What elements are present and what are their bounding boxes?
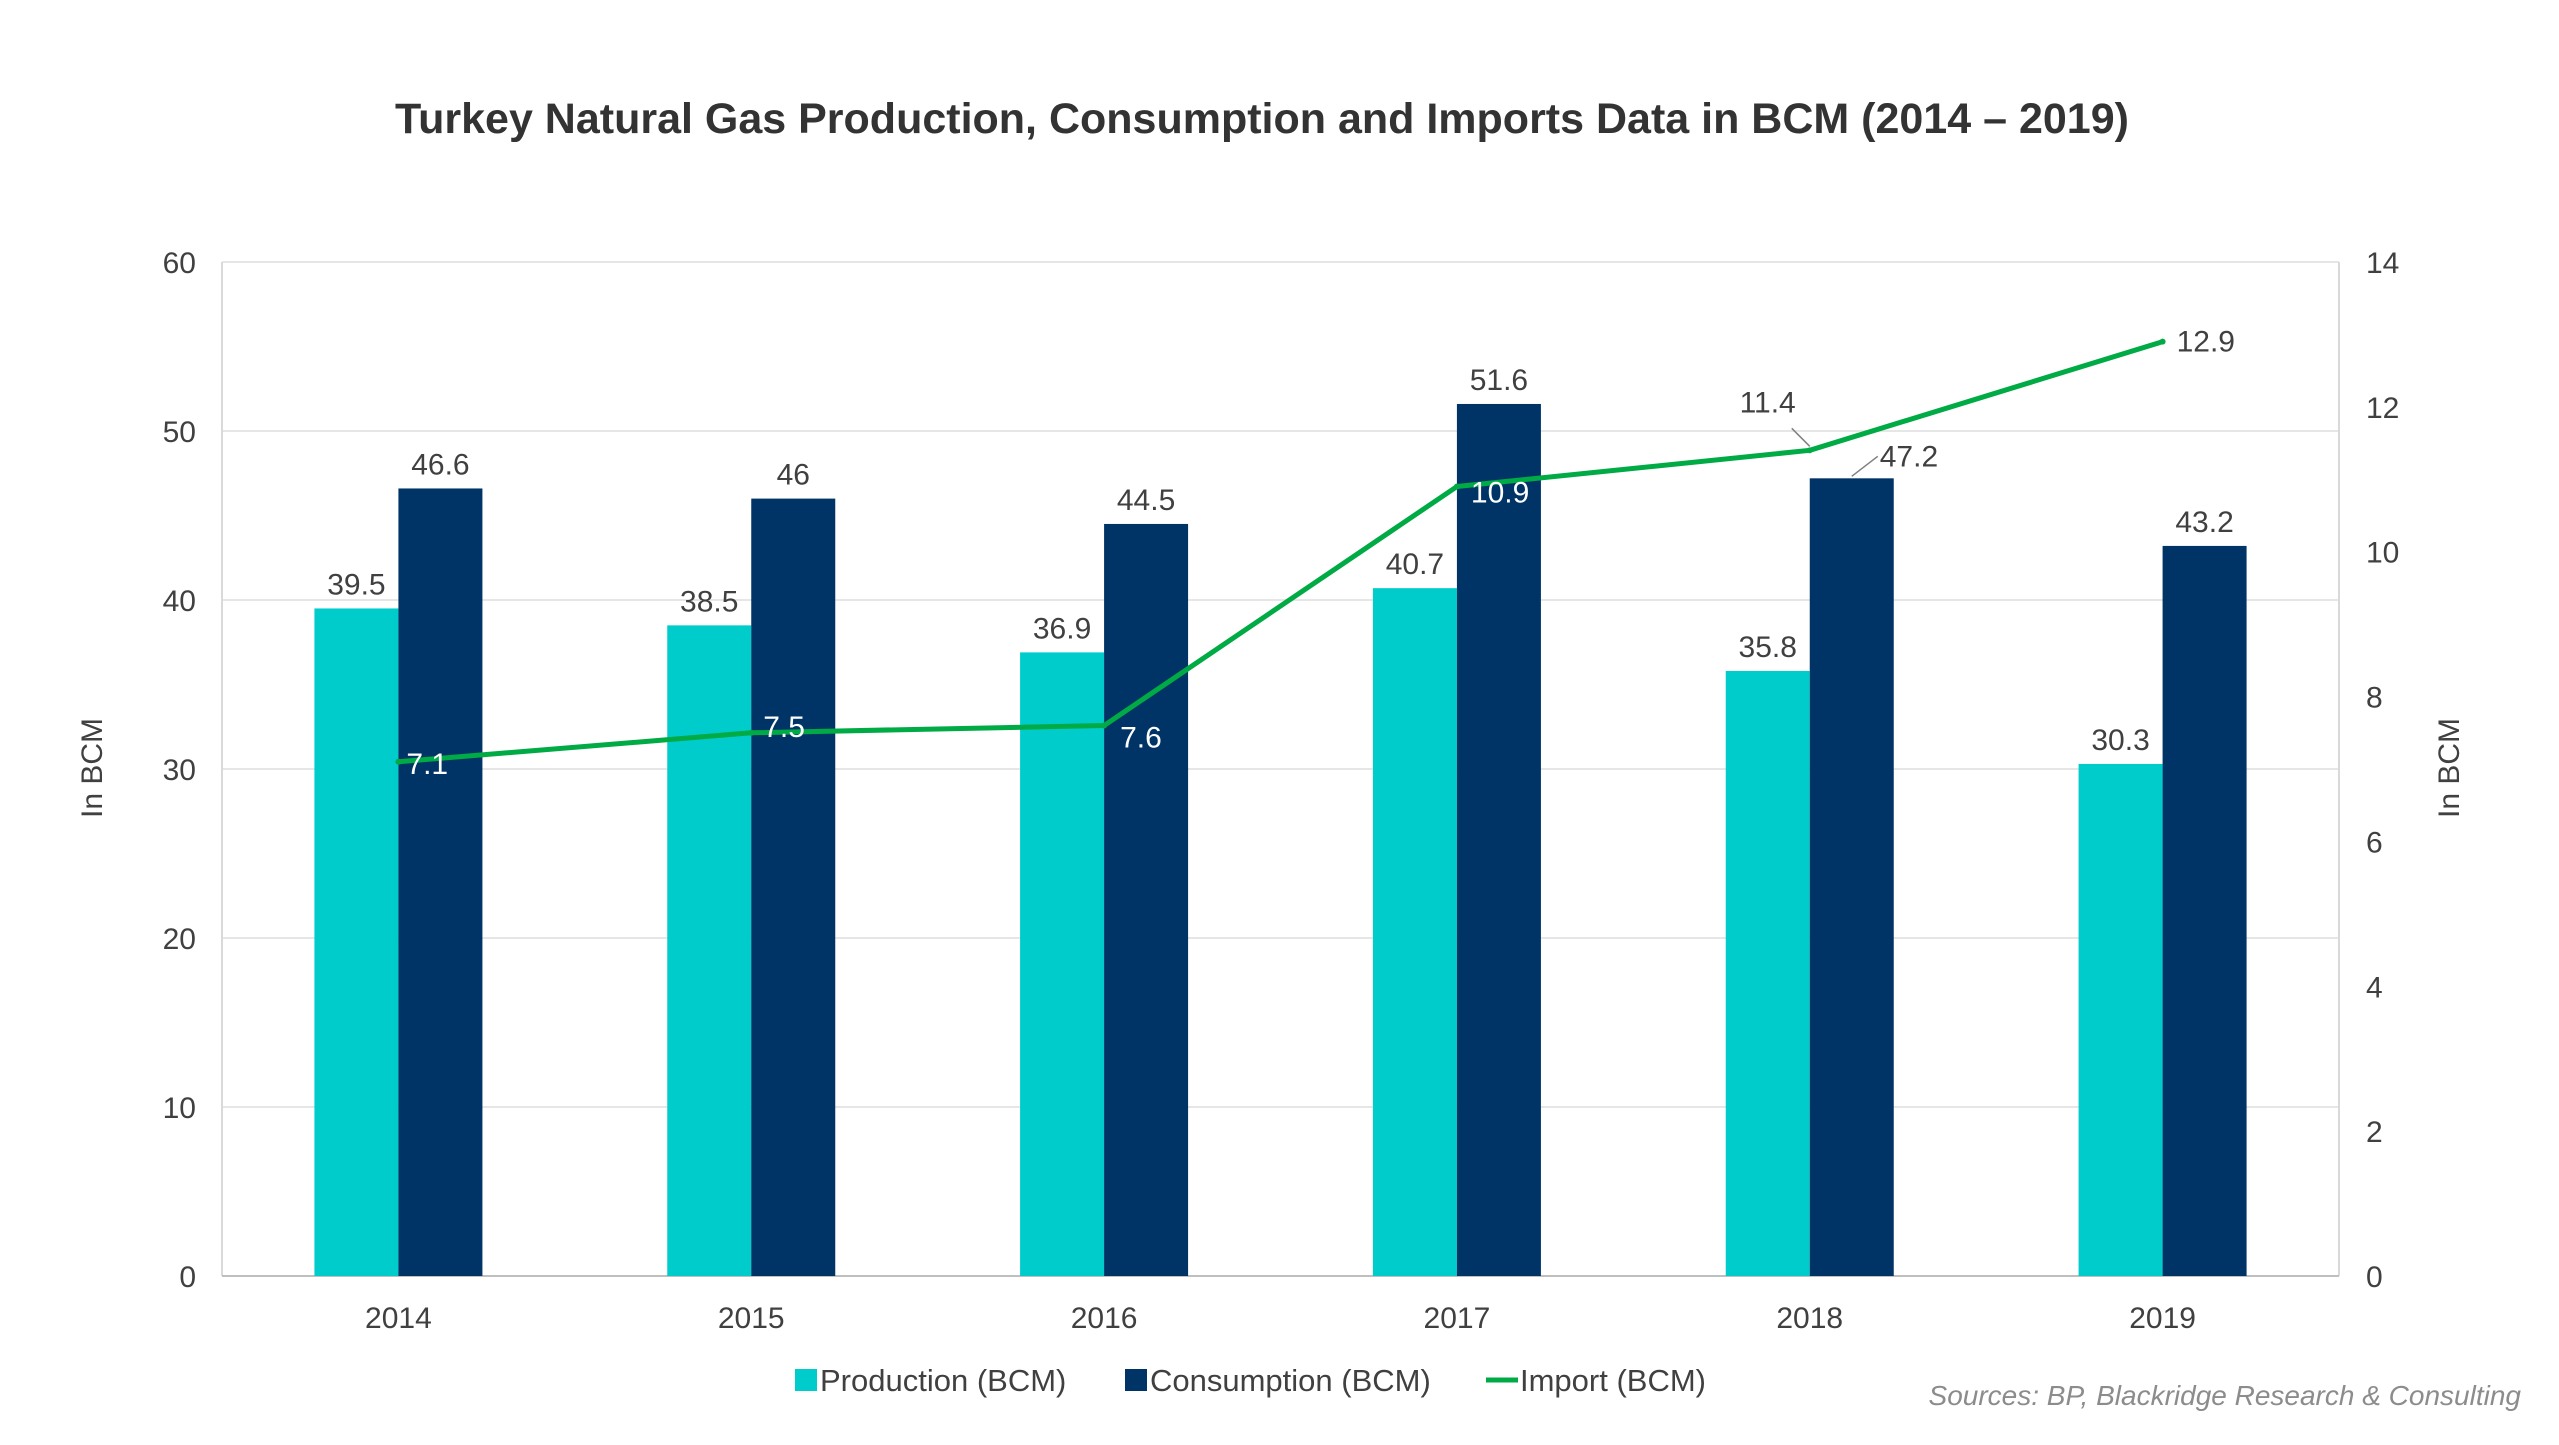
y-tick-right-6: 6 — [2366, 826, 2383, 859]
label-import-2014: 7.1 — [406, 748, 448, 781]
x-tick-2017: 2017 — [1424, 1302, 1491, 1335]
y-tick-right-10: 10 — [2366, 537, 2399, 570]
label-consumption-2018: 47.2 — [1880, 440, 1938, 473]
y-tick-right-14: 14 — [2366, 247, 2399, 280]
legend-label-import-bcm: Import (BCM) — [1520, 1363, 1706, 1398]
y-tick-right-8: 8 — [2366, 682, 2383, 715]
label-import-2019: 12.9 — [2177, 326, 2235, 359]
bar-production-2015 — [667, 625, 752, 1276]
line-import-path — [398, 339, 2164, 765]
legend-label-production-bcm: Production (BCM) — [820, 1363, 1066, 1398]
leader-import-2018 — [1791, 427, 1811, 447]
bar-consumption-2017 — [1456, 403, 1541, 1277]
y-tick-right-4: 4 — [2366, 971, 2383, 1004]
label-consumption-2016: 44.5 — [1117, 484, 1175, 517]
label-production-2019: 30.3 — [2091, 724, 2149, 757]
point-import-2016 — [1101, 722, 1108, 729]
legend-swatch-production-bcm — [795, 1369, 817, 1391]
y-axis-label-right: In BCM — [2433, 718, 2466, 818]
y-axis-label-left: In BCM — [76, 718, 109, 818]
x-tick-2018: 2018 — [1776, 1302, 1843, 1335]
label-production-2017: 40.7 — [1386, 548, 1444, 581]
bar-production-2019 — [2078, 763, 2163, 1276]
y-tick-left-40: 40 — [163, 585, 196, 618]
bar-production-2018 — [1725, 670, 1810, 1276]
label-production-2016: 36.9 — [1033, 612, 1091, 645]
x-tick-2016: 2016 — [1071, 1302, 1138, 1335]
leader-consumption-2018 — [1851, 455, 1879, 477]
point-import-2014 — [395, 758, 402, 765]
bar-production-2017 — [1372, 588, 1457, 1276]
y-tick-right-0: 0 — [2366, 1261, 2383, 1294]
y-tick-left-10: 10 — [163, 1092, 196, 1125]
label-import-2016: 7.6 — [1120, 722, 1162, 755]
label-consumption-2015: 46 — [777, 459, 810, 492]
point-import-2017 — [1453, 483, 1460, 490]
bar-consumption-2016 — [1104, 523, 1189, 1276]
point-import-2018 — [1806, 447, 1813, 454]
label-import-2015: 7.5 — [763, 711, 805, 744]
y-tick-left-30: 30 — [163, 754, 196, 787]
label-consumption-2017: 51.6 — [1470, 364, 1528, 397]
chart-title: Turkey Natural Gas Production, Consumpti… — [395, 95, 2129, 143]
y-tick-left-0: 0 — [179, 1261, 196, 1294]
import-line — [395, 338, 2166, 765]
y-tick-left-50: 50 — [163, 416, 196, 449]
bar-production-2014 — [314, 608, 399, 1276]
point-import-2019 — [2159, 338, 2166, 345]
legend: Production (BCM) Consumption (BCM) Import … — [795, 1363, 1706, 1398]
bar-production-2016 — [1020, 652, 1105, 1276]
legend-label-consumption-bcm: Consumption (BCM) — [1150, 1363, 1431, 1398]
label-consumption-2019: 43.2 — [2175, 506, 2233, 539]
bars — [314, 403, 2247, 1277]
data-labels: 39.5 46.6 38.5 46 36.9 44.5 40.7 51.6 35.8 47.2 30… — [327, 326, 2235, 781]
y-tick-right-12: 12 — [2366, 392, 2399, 425]
label-production-2015: 38.5 — [680, 585, 738, 618]
label-import-2018: 11.4 — [1740, 386, 1796, 419]
y-tick-left-60: 60 — [163, 247, 196, 280]
bar-consumption-2019 — [2162, 545, 2247, 1276]
label-import-2017: 10.9 — [1471, 477, 1529, 510]
gridlines — [222, 261, 2339, 1108]
label-consumption-2014: 46.6 — [411, 448, 469, 481]
bar-consumption-2018 — [1809, 478, 1894, 1276]
bar-consumption-2014 — [398, 488, 483, 1277]
x-tick-2015: 2015 — [718, 1302, 785, 1335]
legend-swatch-consumption-bcm — [1125, 1369, 1147, 1391]
x-tick-2014: 2014 — [365, 1302, 432, 1335]
label-production-2014: 39.5 — [327, 568, 385, 601]
label-production-2018: 35.8 — [1739, 631, 1797, 664]
source-note: Sources: BP, Blackridge Research & Consu… — [1929, 1380, 2522, 1411]
y-tick-left-20: 20 — [163, 923, 196, 956]
x-tick-2019: 2019 — [2129, 1302, 2196, 1335]
point-import-2015 — [748, 729, 755, 736]
bar-consumption-2015 — [751, 498, 836, 1277]
y-tick-right-2: 2 — [2366, 1116, 2383, 1149]
